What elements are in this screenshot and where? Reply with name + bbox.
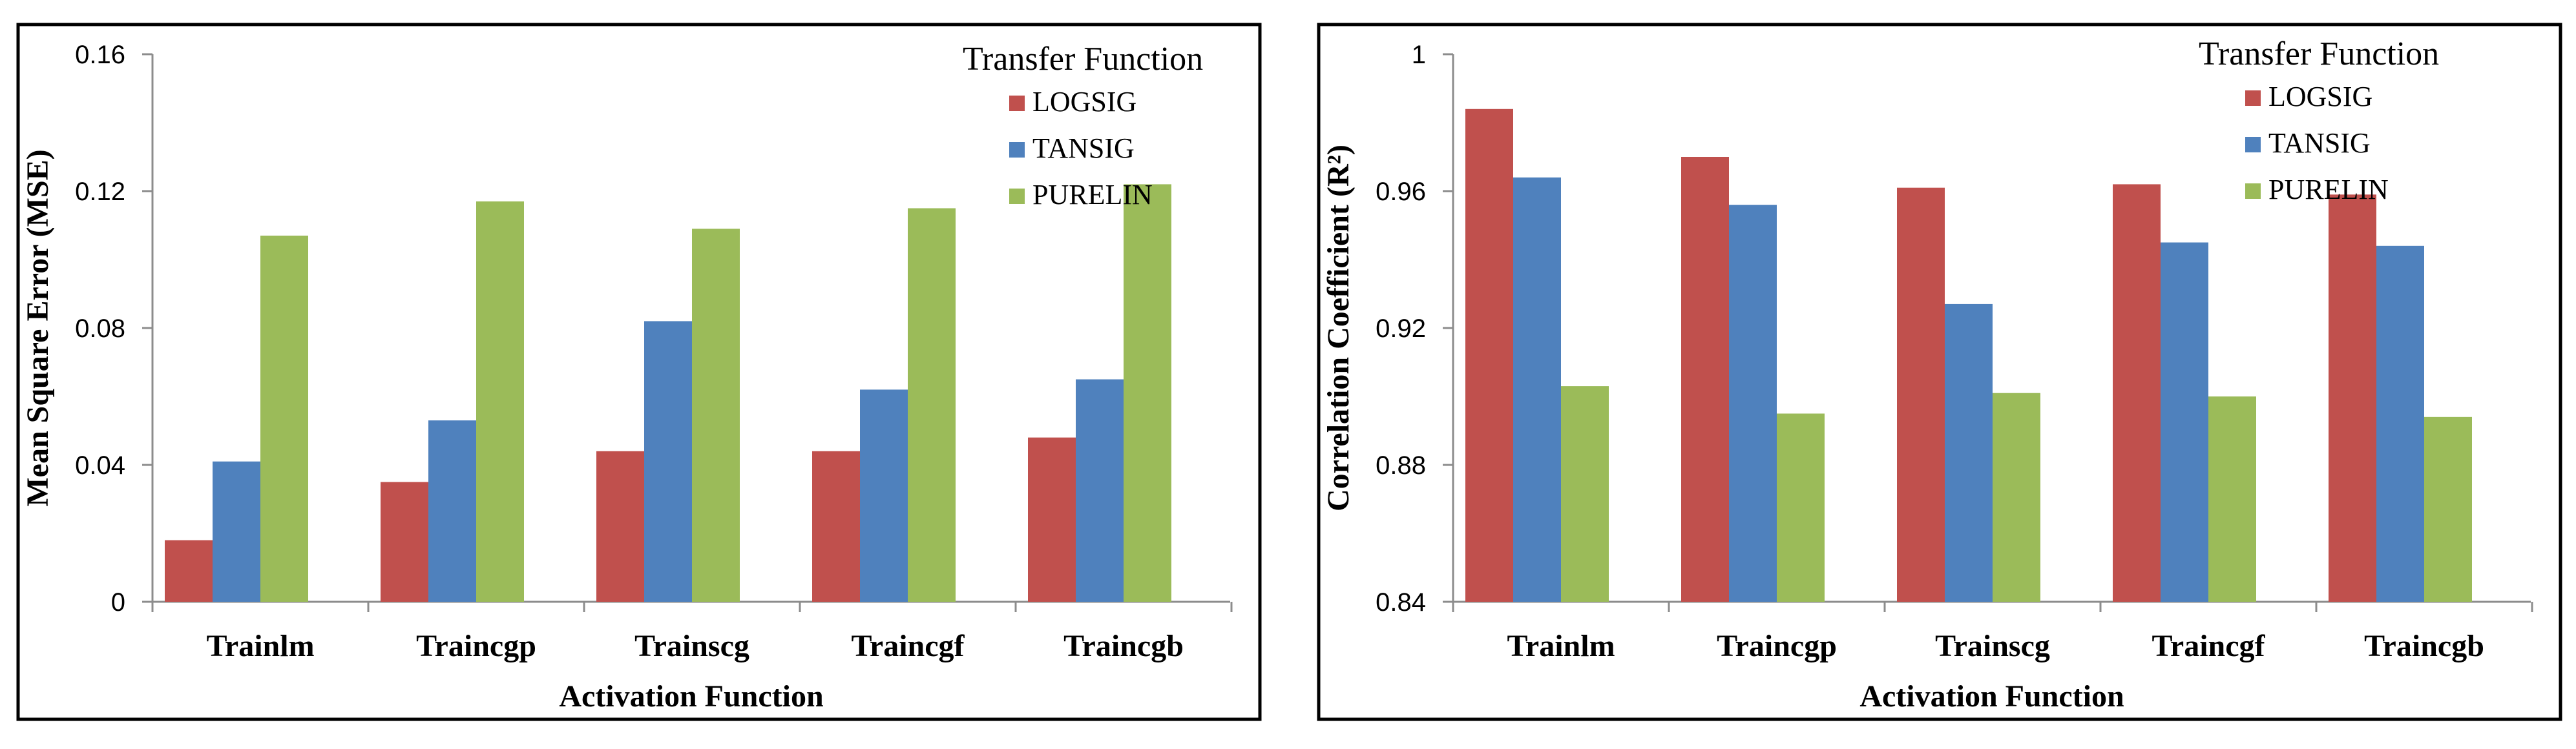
bar-logsig-traincgp (1681, 157, 1729, 602)
bar-tansig-traincgf (2161, 242, 2208, 602)
legend-swatch-tansig (1009, 142, 1025, 158)
bar-logsig-traincgb (2329, 194, 2376, 602)
x-category-label: Trainscg (1935, 629, 2050, 663)
legend-swatch-tansig (2245, 137, 2261, 152)
legend-label-tansig: TANSIG (2268, 127, 2371, 159)
y-axis-title: Correlation Coefficient (R²) (1321, 145, 1356, 511)
y-tick-label: 0 (111, 588, 125, 617)
y-tick-label: 0.84 (1376, 588, 1426, 617)
bar-tansig-traincgp (1729, 205, 1777, 602)
bar-tansig-traincgb (2376, 245, 2424, 602)
legend-swatch-purelin (2245, 183, 2261, 199)
y-tick-label: 0.92 (1376, 314, 1426, 343)
r2-chart-panel: 0.84 0.88 0.92 0.96 1 Trainlm Traincgp Trainscg… (1301, 0, 2576, 749)
legend-label-logsig: LOGSIG (2268, 81, 2372, 112)
bar-tansig-trainscg (1945, 303, 1993, 602)
x-category-label: Traincgp (416, 629, 536, 663)
bar-logsig-trainscg (596, 451, 644, 602)
y-tick-label: 0.08 (75, 314, 125, 343)
bar-logsig-trainlm (1465, 108, 1513, 602)
bar-purelin-traincgb (1124, 184, 1171, 602)
x-axis-title: Activation Function (559, 679, 823, 713)
bar-purelin-trainlm (1561, 386, 1609, 602)
bar-tansig-trainscg (644, 321, 692, 602)
bar-logsig-traincgb (1028, 437, 1076, 602)
bar-purelin-traincgb (2424, 416, 2472, 602)
bar-tansig-traincgp (428, 420, 476, 602)
chart-frame (16, 23, 1262, 721)
x-category-label: Trainlm (206, 629, 314, 663)
bar-tansig-traincgf (860, 389, 908, 602)
legend-label-purelin: PURELIN (2268, 174, 2389, 205)
legend-swatch-logsig (2245, 90, 2261, 106)
bar-logsig-traincgf (2113, 184, 2161, 602)
y-tick-label: 1 (1412, 41, 1426, 69)
bar-logsig-traincgf (812, 451, 860, 602)
bar-tansig-traincgb (1076, 379, 1124, 602)
y-tick-label: 0.16 (75, 41, 125, 69)
x-axis-title: Activation Function (1859, 679, 2124, 713)
x-category-label: Trainlm (1507, 629, 1615, 663)
y-tick-label: 0.12 (75, 178, 125, 206)
x-category-label: Traincgf (851, 629, 965, 663)
y-tick-label: 0.88 (1376, 451, 1426, 480)
bar-purelin-trainscg (692, 229, 740, 602)
bar-purelin-trainlm (260, 235, 308, 602)
bar-logsig-trainlm (165, 540, 213, 602)
y-tick-label: 0.96 (1376, 178, 1426, 206)
legend-label-logsig: LOGSIG (1032, 86, 1136, 118)
legend-swatch-purelin (1009, 189, 1025, 204)
x-category-label: Traincgp (1717, 629, 1837, 663)
bar-purelin-traincgp (1777, 413, 1825, 602)
bar-purelin-traincgp (476, 201, 524, 602)
legend-title: Transfer Function (963, 41, 1203, 77)
bar-tansig-trainlm (213, 461, 260, 602)
mse-chart-panel: 0 0.04 0.08 0.12 0.16 Trainlm Traincgp Trainscg… (0, 0, 1275, 749)
legend-swatch-logsig (1009, 96, 1025, 111)
bar-tansig-trainlm (1513, 177, 1561, 602)
legend-label-tansig: TANSIG (1032, 132, 1135, 164)
x-category-label: Traincgb (1063, 629, 1184, 663)
y-axis-title: Mean Square Error (MSE) (21, 149, 55, 506)
bar-logsig-traincgp (381, 482, 428, 602)
bar-purelin-traincgf (908, 208, 956, 602)
bar-logsig-trainscg (1897, 187, 1945, 602)
mse-bar-chart: 0 0.04 0.08 0.12 0.16 Trainlm Traincgp Trainscg… (16, 23, 1262, 721)
bar-purelin-traincgf (2208, 396, 2256, 602)
r2-bar-chart: 0.84 0.88 0.92 0.96 1 Trainlm Traincgp Trainscg… (1317, 23, 2562, 721)
x-category-label: Trainscg (634, 629, 749, 663)
legend-title: Transfer Function (2199, 36, 2439, 72)
bar-purelin-trainscg (1993, 393, 2040, 602)
x-category-label: Traincgb (2364, 629, 2484, 663)
x-category-label: Traincgf (2152, 629, 2265, 663)
y-tick-label: 0.04 (75, 451, 125, 480)
legend-label-purelin: PURELIN (1032, 179, 1153, 210)
